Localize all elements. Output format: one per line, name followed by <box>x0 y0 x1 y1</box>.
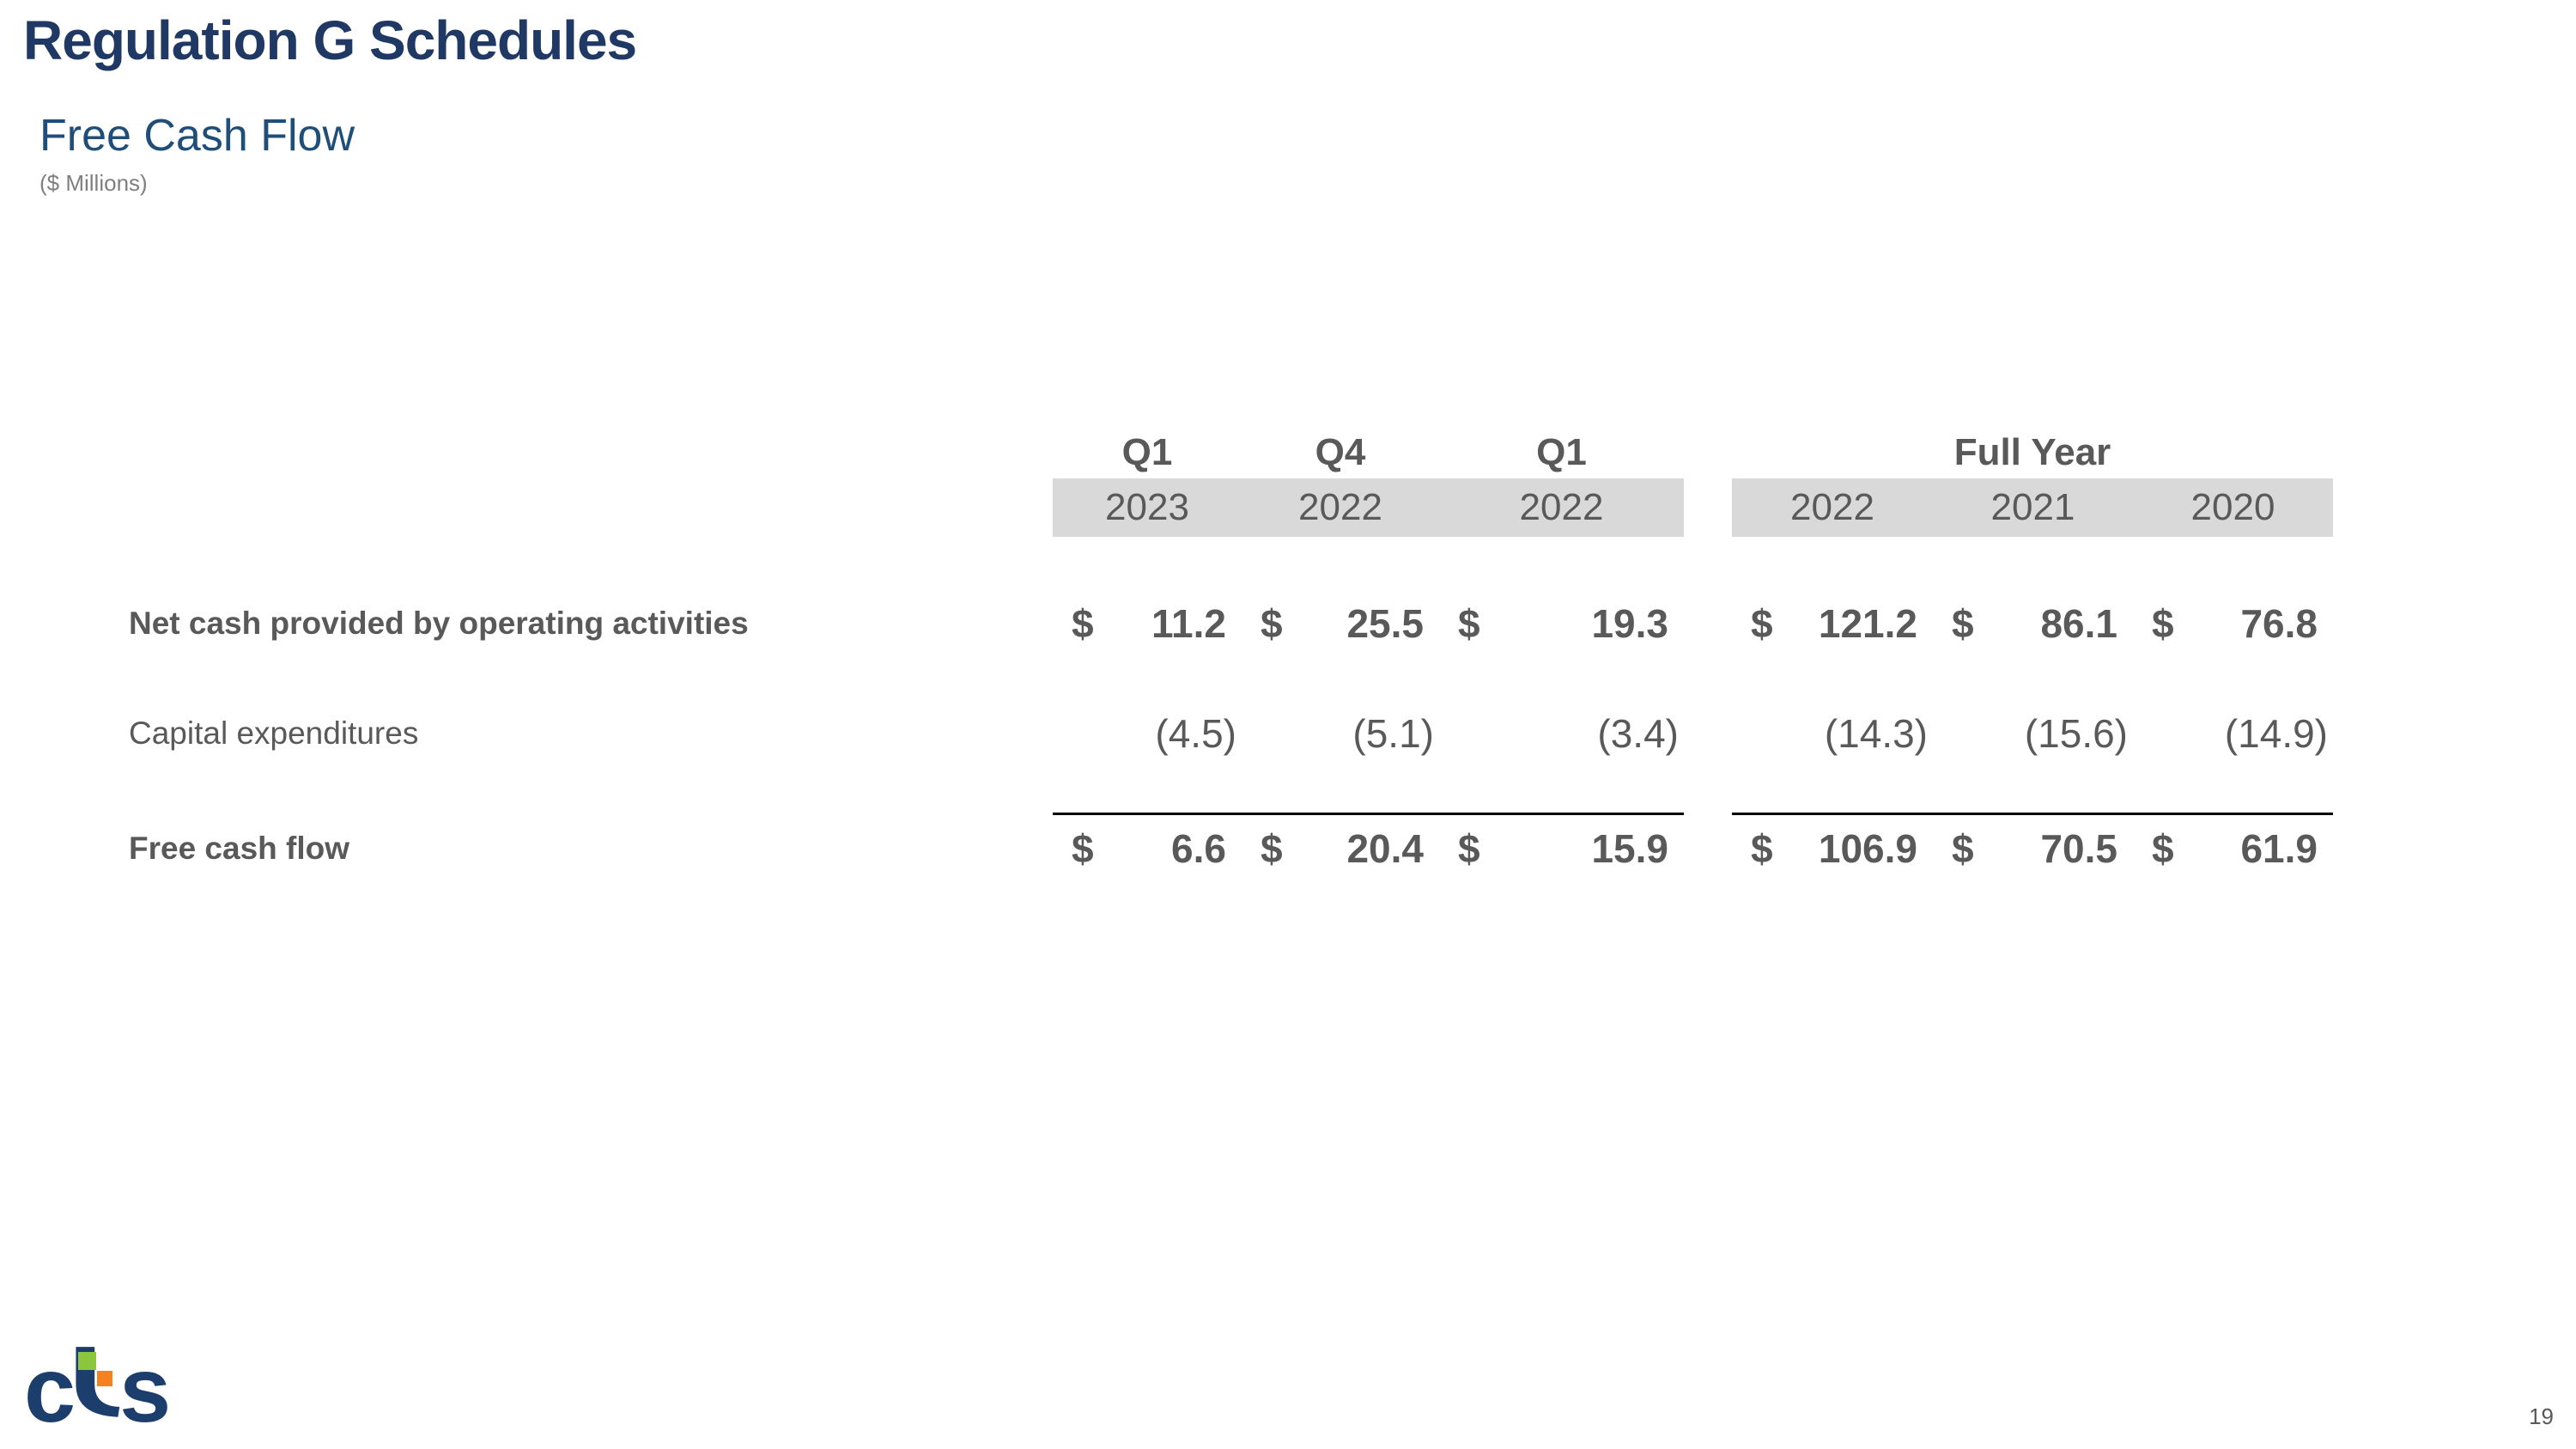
cell-value: (14.9) <box>2224 711 2328 756</box>
table-row: $ 6.6 $ 20.4 $ 15.9 <box>1053 825 1684 873</box>
value-cell: $ 121.2 <box>1732 600 1933 648</box>
units-note: ($ Millions) <box>39 170 148 196</box>
total-rule <box>1053 813 1684 815</box>
currency-symbol: $ <box>1751 826 1773 871</box>
table-row: $ 121.2 $ 86.1 $ 76.8 <box>1732 600 2333 648</box>
period-header: Q1 <box>1121 431 1173 473</box>
value-cell: (15.6) <box>1933 709 2133 758</box>
cell-value: 106.9 <box>1818 826 1917 871</box>
currency-symbol: $ <box>1261 601 1283 646</box>
value-cell: (3.4) <box>1439 709 1684 758</box>
value-cell: (14.3) <box>1732 709 1933 758</box>
cell-value: (3.4) <box>1597 711 1679 756</box>
year-header: 2022 <box>1790 486 1874 528</box>
cell-value: 20.4 <box>1346 826 1424 871</box>
currency-symbol: $ <box>2152 601 2174 646</box>
value-cell: $ 20.4 <box>1242 825 1439 873</box>
logo-green-square-icon <box>78 1352 96 1370</box>
cell-value: (5.1) <box>1352 711 1434 756</box>
logo-orange-square-icon <box>97 1371 112 1386</box>
year-header: 2022 <box>1298 486 1382 528</box>
cell-value: 61.9 <box>2240 826 2318 871</box>
row-label: Capital expenditures <box>129 715 419 751</box>
value-cell: $ 86.1 <box>1933 600 2133 648</box>
year-header: 2022 <box>1519 486 1604 528</box>
cell-value: (4.5) <box>1155 711 1236 756</box>
year-header: 2023 <box>1105 486 1189 528</box>
currency-symbol: $ <box>1072 826 1094 871</box>
cts-logo: c s <box>24 1336 213 1445</box>
currency-symbol: $ <box>1751 601 1773 646</box>
table-row: (4.5) (5.1) (3.4) <box>1053 709 1684 758</box>
cell-value: 15.9 <box>1591 826 1668 871</box>
value-cell: $ 61.9 <box>2133 825 2333 873</box>
table-row: (14.3) (15.6) (14.9) <box>1732 709 2333 758</box>
cell-value: 25.5 <box>1346 601 1424 646</box>
page-title: Regulation G Schedules <box>23 9 637 71</box>
cell-value: 6.6 <box>1171 826 1226 871</box>
period-header: Q1 <box>1536 431 1587 473</box>
cell-value: 70.5 <box>2040 826 2117 871</box>
row-label: Net cash provided by operating activitie… <box>129 606 749 641</box>
cell-value: 19.3 <box>1591 601 1668 646</box>
full-year-header: Full Year <box>1953 431 2111 473</box>
currency-symbol: $ <box>1458 826 1480 871</box>
table-row: $ 11.2 $ 25.5 $ 19.3 <box>1053 600 1684 648</box>
value-cell: $ 25.5 <box>1242 600 1439 648</box>
value-cell: $ 6.6 <box>1053 825 1242 873</box>
table-row: $ 106.9 $ 70.5 $ 61.9 <box>1732 825 2333 873</box>
currency-symbol: $ <box>1952 826 1974 871</box>
currency-symbol: $ <box>2152 826 2174 871</box>
page-number: 19 <box>2529 1403 2554 1429</box>
currency-symbol: $ <box>1072 601 1094 646</box>
cell-value: (15.6) <box>2024 711 2128 756</box>
cell-value: 121.2 <box>1818 601 1917 646</box>
year-header: 2021 <box>1990 486 2075 528</box>
logo-letter-c: c <box>24 1337 76 1441</box>
value-cell: (5.1) <box>1242 709 1439 758</box>
logo-letter-s: s <box>119 1337 171 1441</box>
year-header-band: 2022 2021 2020 <box>1732 478 2333 537</box>
year-header: 2020 <box>2190 486 2275 528</box>
value-cell: $ 11.2 <box>1053 600 1242 648</box>
value-cell: $ 15.9 <box>1439 825 1684 873</box>
cell-value: 86.1 <box>2040 601 2117 646</box>
section-title: Free Cash Flow <box>39 111 355 161</box>
period-header: Q4 <box>1315 431 1366 473</box>
cell-value: (14.3) <box>1824 711 1928 756</box>
currency-symbol: $ <box>1261 826 1283 871</box>
total-rule <box>1732 813 2333 815</box>
period-header-row: Q1 Q4 Q1 <box>1053 426 1684 479</box>
row-label: Free cash flow <box>129 831 350 866</box>
value-cell: $ 76.8 <box>2133 600 2333 648</box>
value-cell: $ 19.3 <box>1439 600 1684 648</box>
value-cell: $ 70.5 <box>1933 825 2133 873</box>
currency-symbol: $ <box>1952 601 1974 646</box>
value-cell: (14.9) <box>2133 709 2333 758</box>
value-cell: $ 106.9 <box>1732 825 1933 873</box>
year-header-band: 2023 2022 2022 <box>1053 478 1684 537</box>
value-cell: (4.5) <box>1053 709 1242 758</box>
cell-value: 11.2 <box>1151 601 1226 646</box>
cell-value: 76.8 <box>2240 601 2318 646</box>
currency-symbol: $ <box>1458 601 1480 646</box>
